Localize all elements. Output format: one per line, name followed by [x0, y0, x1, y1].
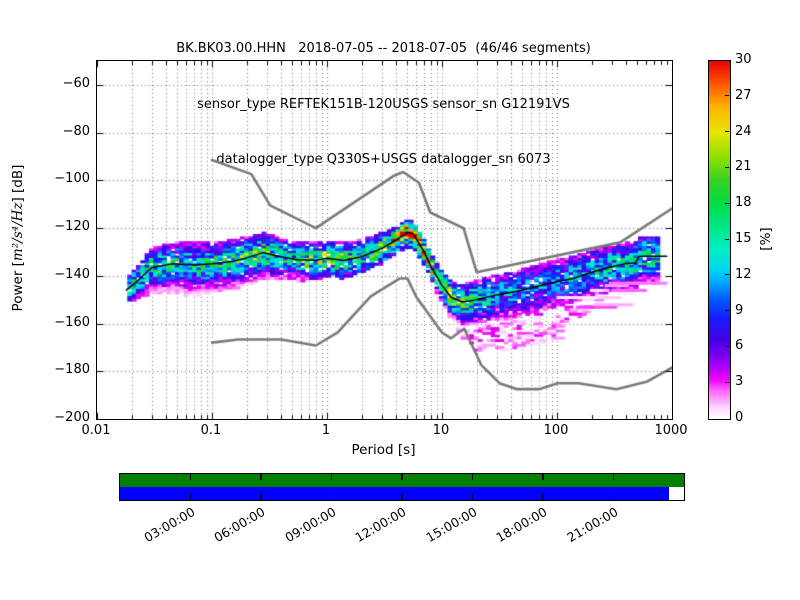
colorbar-tick-mark [725, 166, 729, 169]
x-tick-label: 100 [543, 423, 569, 438]
x-tick-label: 0.01 [81, 423, 111, 438]
x-tick-label: 10 [432, 423, 450, 438]
colorbar-tick-label: 12 [735, 266, 752, 282]
timeline-label: 21:00:00 [563, 504, 620, 546]
colorbar-tick-label: 27 [735, 87, 752, 103]
colorbar-tick-mark [725, 238, 729, 240]
timeline-tick-mark [189, 494, 192, 500]
timeline-label: 12:00:00 [352, 504, 409, 546]
title-line-1: BK.BK03.00.HHN 2018-07-05 -- 2018-07-05 … [176, 41, 591, 56]
y-tick-label: −140 [54, 266, 90, 282]
colorbar-tick-label: 18 [735, 195, 752, 211]
x-tick-label: 1 [321, 423, 331, 438]
timeline-label: 09:00:00 [281, 504, 338, 546]
timeline-tick-mark [612, 494, 615, 500]
colorbar-label: [%] [758, 227, 774, 251]
y-tick-label: −60 [62, 75, 90, 91]
colorbar-tick-mark [725, 310, 729, 312]
x-tick-label: 0.1 [200, 423, 222, 438]
timeline-tick-mark [260, 494, 262, 500]
colorbar-tick-label: 30 [735, 52, 752, 67]
colorbar-tick-label: 6 [735, 338, 744, 354]
timeline-label: 15:00:00 [422, 504, 479, 546]
timeline-label: 06:00:00 [211, 504, 268, 546]
colorbar-tick-mark [725, 131, 729, 133]
timeline-tick-mark [612, 474, 615, 480]
timeline-tick-mark [471, 474, 474, 480]
colorbar-tick-label: 0 [735, 410, 744, 425]
y-axis-label-units: m²/s⁴/Hz [10, 202, 26, 262]
colorbar-tick-mark [725, 202, 729, 204]
colorbar-tick-label: 21 [735, 159, 752, 175]
colorbar-tick-label: 3 [735, 374, 744, 390]
y-axis-label-prefix: Power [ [10, 261, 26, 312]
colorbar [708, 60, 731, 420]
timeline-tick-mark [330, 494, 333, 500]
y-tick-label: −180 [54, 362, 90, 378]
y-tick-label: −120 [54, 219, 90, 235]
colorbar-tick-mark [725, 95, 729, 97]
timeline-tick-mark [189, 474, 192, 480]
timeline-tick-mark [260, 474, 262, 480]
y-axis-label: Power [m²/s⁴/Hz] [dB] [10, 88, 26, 388]
colorbar-tick-mark [725, 274, 729, 276]
y-tick-label: −160 [54, 314, 90, 330]
x-tick-label: 1000 [654, 423, 688, 438]
colorbar-tick-label: 15 [735, 231, 752, 246]
x-axis-label: Period [s] [351, 442, 416, 458]
coverage-segment [120, 487, 670, 500]
timeline-tick-mark [542, 494, 544, 500]
colorbar-tick-mark [725, 381, 729, 383]
timeline-label: 03:00:00 [140, 504, 197, 546]
colorbar-tick-label: 9 [735, 302, 744, 318]
timeline-tick-mark [471, 494, 474, 500]
y-tick-label: −200 [54, 410, 90, 425]
colorbar-tick-mark [725, 345, 729, 348]
timeline-tick-mark [542, 474, 544, 480]
y-tick-label: −80 [62, 123, 90, 139]
timeline-tick-mark [330, 474, 333, 480]
timeline-tick-mark [401, 494, 403, 500]
timeline-tick-mark [401, 474, 403, 480]
y-tick-label: −100 [54, 171, 90, 187]
ppsd-plot-canvas [96, 60, 673, 420]
timeline-label: 18:00:00 [493, 504, 550, 546]
colorbar-tick-label: 24 [735, 123, 752, 139]
y-axis-label-suffix: ] [dB] [10, 164, 26, 203]
data-coverage-bar [119, 473, 685, 501]
